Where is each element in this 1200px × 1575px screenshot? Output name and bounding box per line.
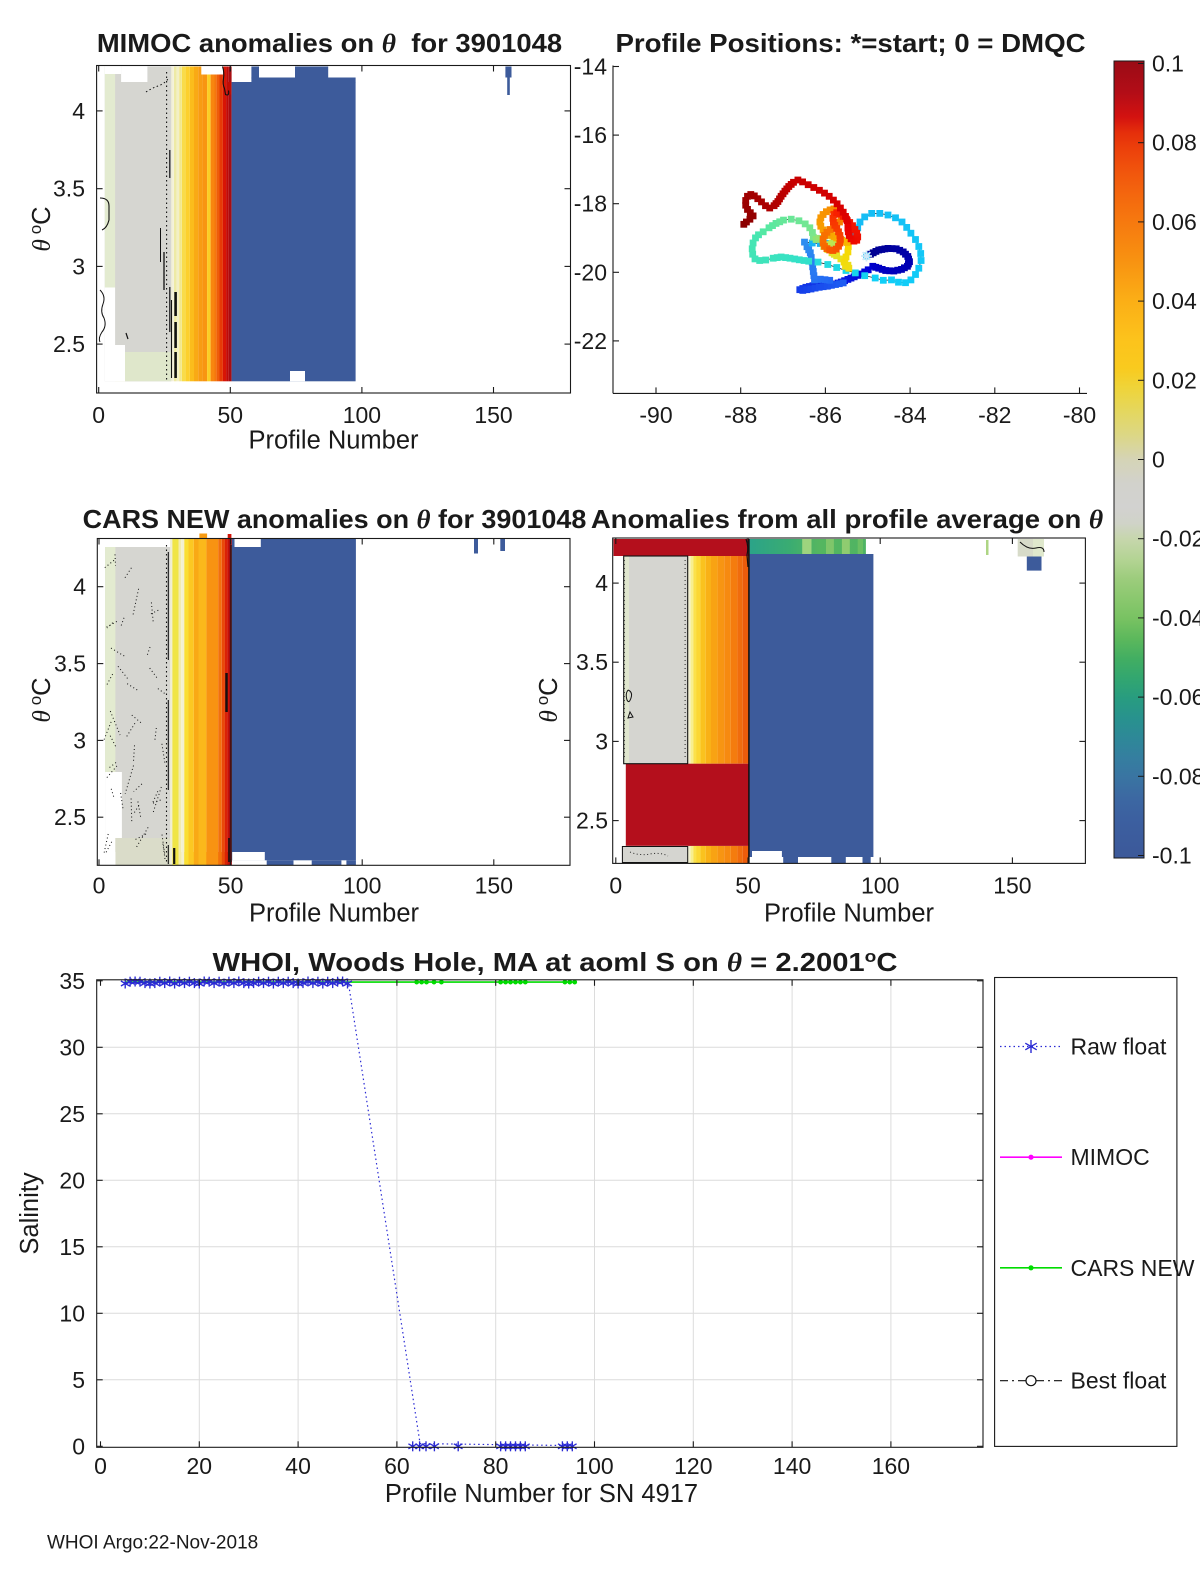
svg-text:0: 0 <box>92 402 105 428</box>
svg-text:2.5: 2.5 <box>54 804 86 830</box>
svg-text:Profile Number: Profile Number <box>764 900 935 928</box>
svg-text:0: 0 <box>609 873 622 899</box>
svg-text:MIMOC: MIMOC <box>1071 1144 1150 1170</box>
svg-text:3.5: 3.5 <box>54 651 86 677</box>
svg-text:CARS NEW: CARS NEW <box>1071 1255 1195 1281</box>
svg-text:50: 50 <box>735 873 761 899</box>
svg-text:0: 0 <box>93 873 106 899</box>
svg-text:θ oC: θ oC <box>26 206 56 251</box>
svg-text:WHOI Argo:22-Nov-2018: WHOI Argo:22-Nov-2018 <box>47 1533 258 1554</box>
svg-text:-0.1: -0.1 <box>1152 843 1192 869</box>
svg-text:4: 4 <box>73 574 86 600</box>
svg-text:-90: -90 <box>639 402 672 428</box>
svg-text:-14: -14 <box>574 54 607 80</box>
svg-text:0: 0 <box>1152 447 1165 473</box>
svg-text:MIMOC anomalies on θ for 3901: MIMOC anomalies on θ for 3901048 <box>97 29 563 58</box>
svg-text:-84: -84 <box>893 402 926 428</box>
svg-text:-82: -82 <box>978 402 1011 428</box>
svg-text:θ oC: θ oC <box>533 677 563 722</box>
svg-text:5: 5 <box>72 1367 85 1393</box>
svg-text:0.08: 0.08 <box>1152 130 1197 156</box>
svg-text:-22: -22 <box>574 328 607 354</box>
svg-text:25: 25 <box>59 1101 85 1127</box>
svg-text:-18: -18 <box>574 191 607 217</box>
svg-text:140: 140 <box>773 1453 811 1479</box>
svg-text:Profile Positions: *=start; 0: Profile Positions: *=start; 0 = DMQC <box>615 29 1085 58</box>
svg-text:35: 35 <box>59 968 85 994</box>
svg-text:Profile Number for SN 4917: Profile Number for SN 4917 <box>385 1480 698 1508</box>
svg-text:θ oC: θ oC <box>26 677 56 722</box>
svg-text:4: 4 <box>72 98 85 124</box>
svg-text:3: 3 <box>72 253 85 279</box>
svg-text:-20: -20 <box>574 259 607 285</box>
svg-text:100: 100 <box>343 402 381 428</box>
svg-text:Anomalies from all profile ave: Anomalies from all profile average on θ <box>591 505 1103 534</box>
svg-text:CARS NEW anomalies on θ for 39: CARS NEW anomalies on θ for 3901048 <box>83 504 587 533</box>
svg-text:3: 3 <box>595 728 608 754</box>
svg-text:Best float: Best float <box>1071 1368 1167 1394</box>
svg-text:-80: -80 <box>1063 402 1096 428</box>
svg-text:2.5: 2.5 <box>53 331 85 357</box>
svg-text:80: 80 <box>483 1453 509 1479</box>
svg-text:150: 150 <box>474 402 512 428</box>
svg-text:0: 0 <box>94 1453 107 1479</box>
svg-text:150: 150 <box>475 873 513 899</box>
svg-text:3.5: 3.5 <box>53 176 85 202</box>
svg-text:100: 100 <box>343 873 381 899</box>
svg-text:160: 160 <box>872 1453 910 1479</box>
svg-text:Profile Number: Profile Number <box>248 427 419 455</box>
svg-text:-16: -16 <box>574 122 607 148</box>
svg-text:15: 15 <box>59 1234 85 1260</box>
svg-text:100: 100 <box>575 1453 613 1479</box>
svg-text:Profile Number: Profile Number <box>249 900 420 928</box>
svg-text:4: 4 <box>595 570 608 596</box>
svg-text:100: 100 <box>861 873 899 899</box>
svg-text:120: 120 <box>674 1453 712 1479</box>
svg-text:0.02: 0.02 <box>1152 367 1197 393</box>
svg-text:0: 0 <box>72 1433 85 1459</box>
svg-text:-0.08: -0.08 <box>1152 763 1200 789</box>
svg-text:2.5: 2.5 <box>576 808 608 834</box>
svg-text:Salinity: Salinity <box>16 1172 44 1254</box>
svg-text:-88: -88 <box>724 402 757 428</box>
svg-text:-0.04: -0.04 <box>1152 605 1200 631</box>
svg-text:60: 60 <box>384 1453 410 1479</box>
svg-text:Raw float: Raw float <box>1071 1034 1167 1060</box>
svg-text:50: 50 <box>218 873 244 899</box>
svg-text:3.5: 3.5 <box>576 649 608 675</box>
svg-text:-86: -86 <box>809 402 842 428</box>
svg-text:0.06: 0.06 <box>1152 209 1197 235</box>
svg-text:40: 40 <box>285 1453 311 1479</box>
svg-text:20: 20 <box>187 1453 213 1479</box>
svg-text:-0.06: -0.06 <box>1152 684 1200 710</box>
svg-text:30: 30 <box>59 1034 85 1060</box>
svg-text:10: 10 <box>59 1300 85 1326</box>
svg-text:0.04: 0.04 <box>1152 288 1197 314</box>
svg-text:20: 20 <box>59 1167 85 1193</box>
svg-text:WHOI, Woods Hole, MA at aoml S: WHOI, Woods Hole, MA at aoml S on θ = 2.… <box>213 947 898 977</box>
svg-text:50: 50 <box>218 402 244 428</box>
svg-text:0.1: 0.1 <box>1152 51 1184 77</box>
svg-text:150: 150 <box>993 873 1031 899</box>
svg-text:-0.02: -0.02 <box>1152 526 1200 552</box>
svg-text:3: 3 <box>73 727 86 753</box>
